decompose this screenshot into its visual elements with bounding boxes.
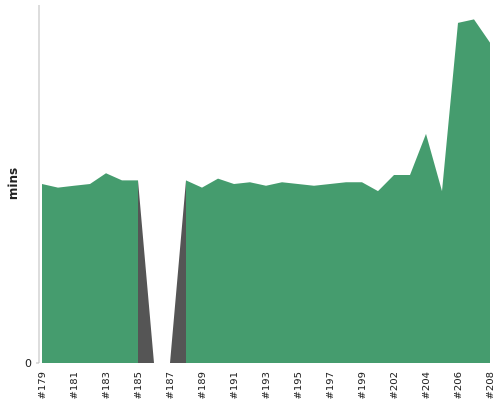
x-tick-label: #206 <box>453 372 464 399</box>
x-tick-label: #189 <box>197 372 208 399</box>
area <box>42 19 490 363</box>
x-tick-label: #193 <box>261 372 272 399</box>
x-tick-label: #197 <box>325 372 336 399</box>
x-tick-label: #195 <box>293 372 304 399</box>
x-tick-label: #183 <box>101 372 112 399</box>
y-tick-label: 0 <box>25 357 32 370</box>
x-tick-label: #179 <box>37 372 48 399</box>
area <box>138 180 186 363</box>
x-tick-label: #181 <box>69 372 80 399</box>
x-tick-label: #191 <box>229 372 240 399</box>
x-tick-label: #208 <box>485 372 496 399</box>
x-tick-label: #202 <box>389 372 400 399</box>
x-tick-label: #199 <box>357 372 368 399</box>
y-axis-label: mins <box>6 168 20 200</box>
x-tick-label: #187 <box>165 372 176 399</box>
x-tick-label: #185 <box>133 372 144 399</box>
x-tick-label: #204 <box>421 372 432 399</box>
